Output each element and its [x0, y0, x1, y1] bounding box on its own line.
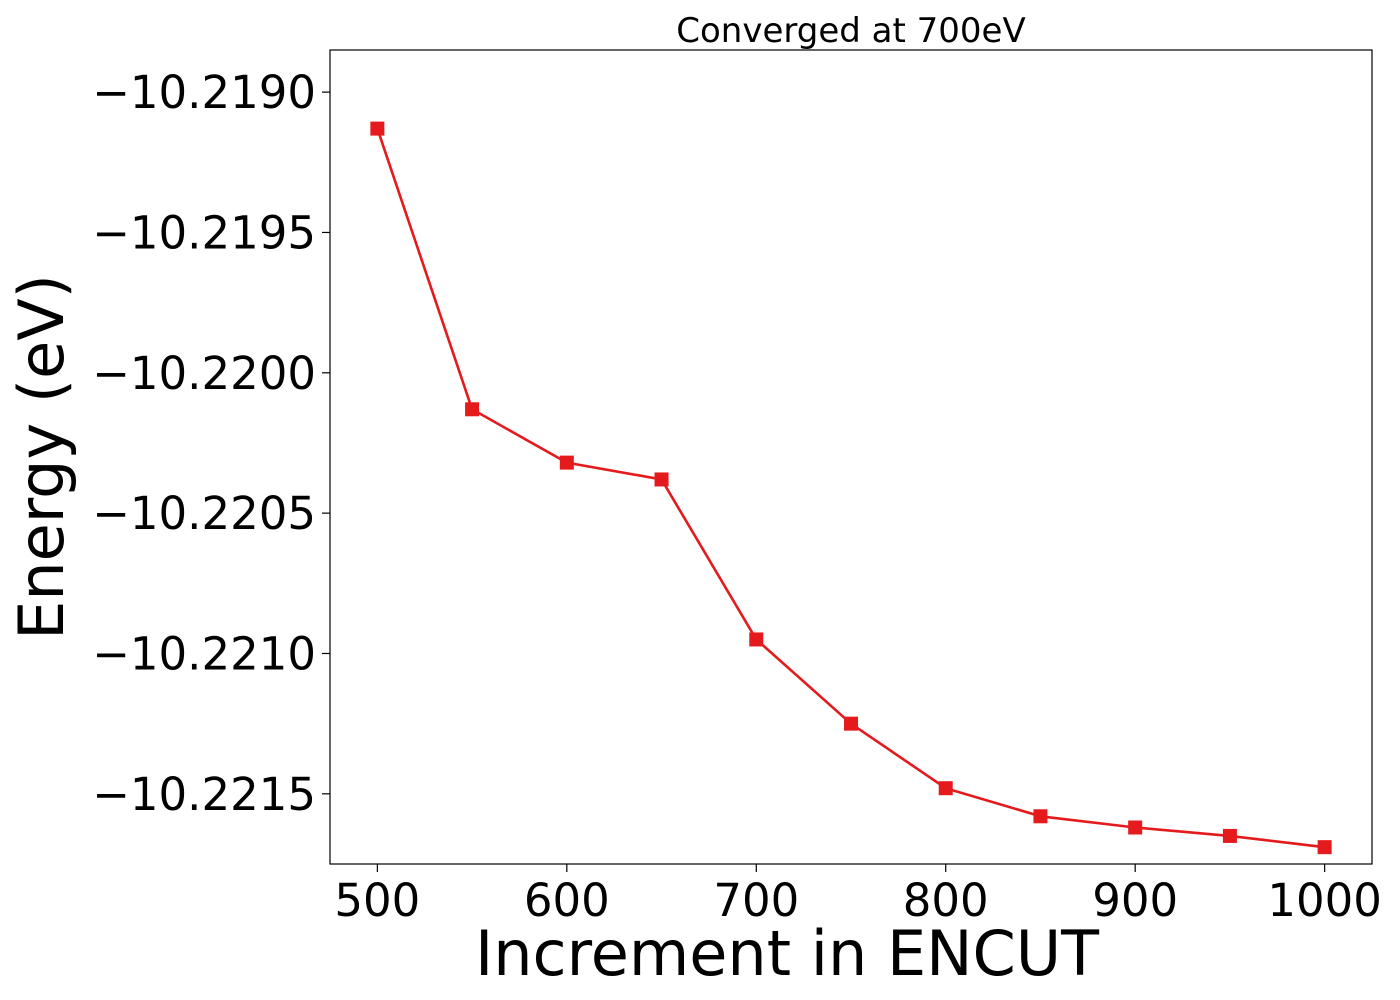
y-tick-label: −10.2200 — [92, 347, 316, 400]
y-axis-ticks: −10.2190 −10.2195 −10.2200 −10.2205 −10.2210… — [92, 66, 330, 821]
data-point-marker — [1222, 828, 1237, 843]
data-point-marker — [654, 472, 669, 487]
x-tick-label: 800 — [903, 874, 989, 927]
x-axis-label: Increment in ENCUT — [475, 917, 1100, 990]
data-point-marker — [1128, 820, 1143, 835]
x-tick-label: 700 — [713, 874, 799, 927]
data-point-marker — [559, 455, 574, 470]
chart-title: Converged at 700eV — [676, 11, 1025, 51]
data-point-marker — [370, 121, 385, 136]
x-tick-label: 1000 — [1267, 874, 1382, 927]
x-tick-label: 900 — [1092, 874, 1178, 927]
plot-area: −10.2190 −10.2195 −10.2200 −10.2205 −10.2210… — [92, 49, 1382, 927]
x-axis-ticks: 500 600 700 800 900 1000 — [334, 864, 1382, 927]
data-point-marker — [749, 632, 764, 647]
series-layer — [370, 121, 1332, 855]
y-tick-label: −10.2205 — [92, 487, 316, 540]
data-point-marker — [844, 716, 858, 731]
y-tick-label: −10.2215 — [92, 768, 316, 821]
axes-frame — [329, 49, 1373, 865]
data-point-marker — [465, 402, 480, 417]
data-point-marker — [1033, 809, 1048, 824]
y-axis-label: Energy (eV) — [5, 274, 78, 640]
data-point-marker — [938, 781, 953, 796]
y-tick-label: −10.2195 — [92, 206, 316, 259]
x-tick-label: 500 — [334, 874, 420, 927]
data-point-marker — [1317, 840, 1332, 855]
x-tick-label: 600 — [524, 874, 610, 927]
y-tick-label: −10.2210 — [92, 627, 316, 680]
y-tick-label: −10.2190 — [92, 66, 316, 119]
